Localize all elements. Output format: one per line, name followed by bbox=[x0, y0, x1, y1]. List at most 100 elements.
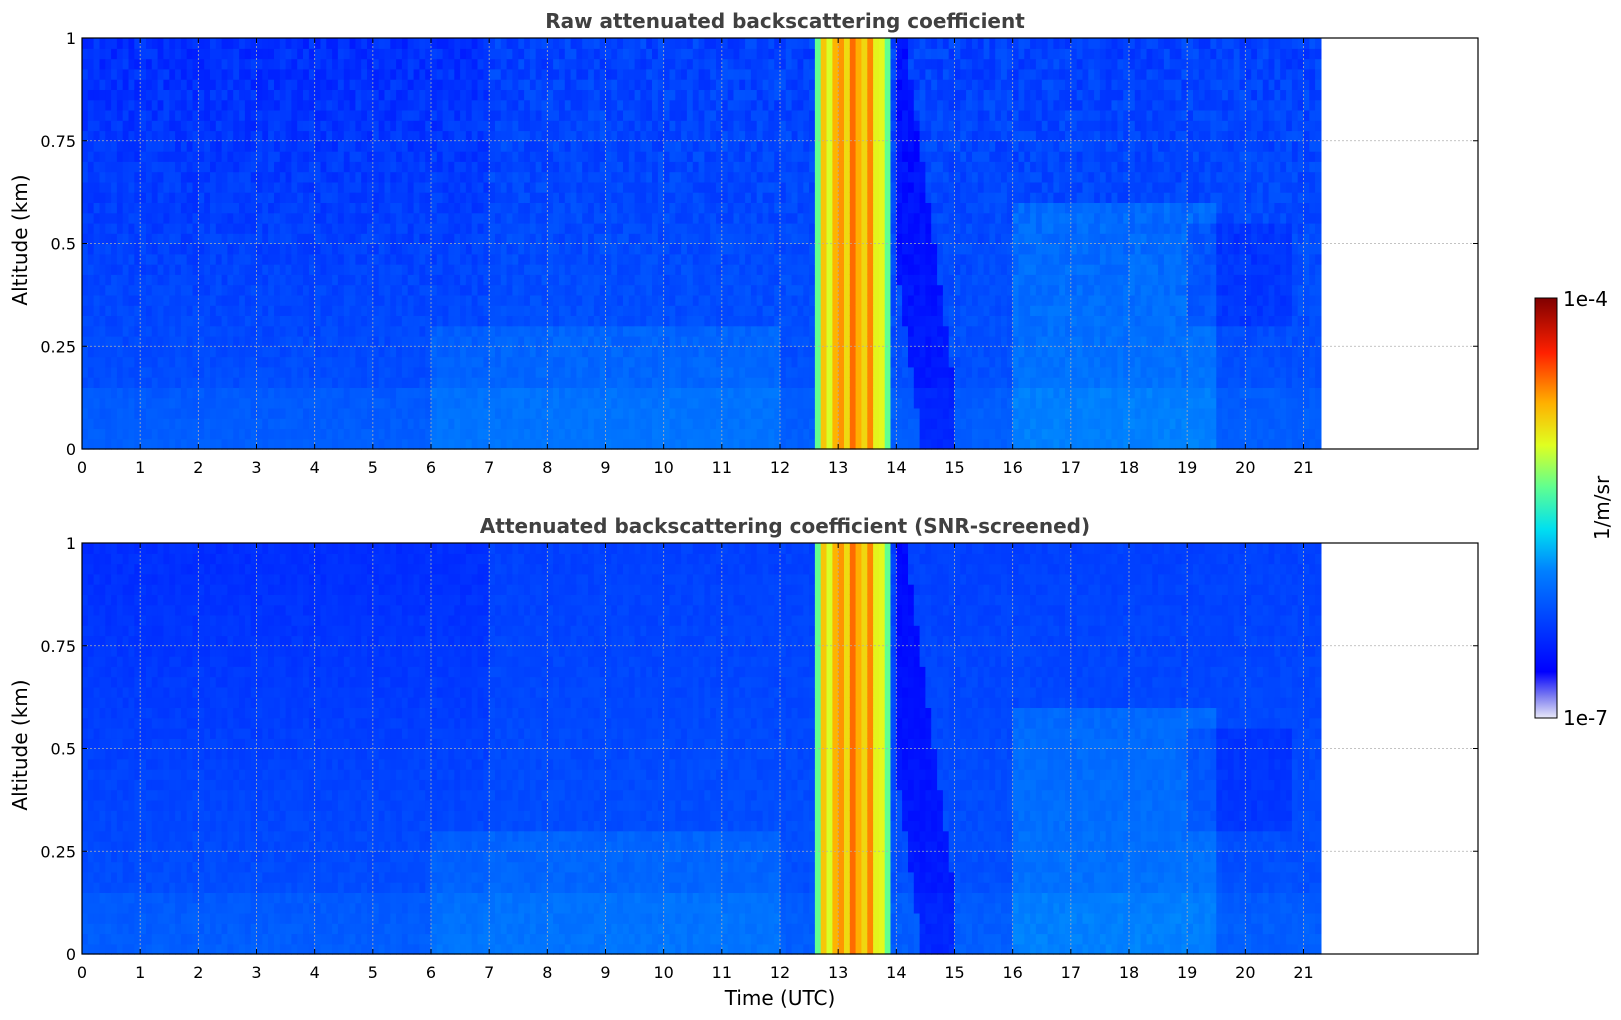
heatmap-cell bbox=[274, 243, 281, 255]
heatmap-cell bbox=[727, 356, 735, 368]
heatmap-cell bbox=[646, 38, 653, 49]
heatmap-cell bbox=[279, 243, 287, 255]
heatmap-cell bbox=[727, 274, 735, 286]
heatmap-cell bbox=[431, 428, 438, 440]
heatmap-cell bbox=[791, 428, 798, 440]
heatmap-cell bbox=[471, 264, 479, 275]
heatmap-cell bbox=[186, 161, 194, 173]
heatmap-cell bbox=[791, 356, 798, 368]
heatmap-cell bbox=[320, 202, 327, 214]
heatmap-cell bbox=[297, 294, 304, 306]
heatmap-cell bbox=[617, 222, 624, 234]
heatmap-cell bbox=[727, 264, 735, 275]
heatmap-cell bbox=[588, 305, 595, 316]
heatmap-cell bbox=[698, 233, 705, 245]
heatmap-cell bbox=[611, 346, 618, 358]
heatmap-cell bbox=[617, 89, 624, 101]
heatmap-cell bbox=[704, 151, 711, 162]
heatmap-cell bbox=[465, 428, 473, 440]
heatmap-cell bbox=[477, 192, 484, 203]
heatmap-cell bbox=[745, 305, 752, 316]
heatmap-cell bbox=[559, 366, 566, 378]
heatmap-cell bbox=[215, 264, 223, 275]
heatmap-cell bbox=[297, 233, 304, 245]
heatmap-cell bbox=[419, 294, 426, 306]
heatmap-cell bbox=[221, 120, 228, 132]
heatmap-cell bbox=[745, 130, 752, 142]
heatmap-cell bbox=[361, 68, 368, 80]
heatmap-cell bbox=[710, 68, 717, 80]
heatmap-cell bbox=[750, 336, 758, 347]
heatmap-cell bbox=[529, 387, 537, 399]
heatmap-cell bbox=[675, 79, 682, 90]
heatmap-cell bbox=[297, 243, 304, 255]
heatmap-cell bbox=[710, 336, 717, 347]
heatmap-cell bbox=[413, 68, 420, 80]
heatmap-cell bbox=[663, 48, 671, 60]
heatmap-cell bbox=[605, 294, 612, 306]
heatmap-cell bbox=[192, 120, 199, 132]
heatmap-cell bbox=[337, 171, 345, 183]
heatmap-cell bbox=[105, 438, 112, 450]
heatmap-cell bbox=[500, 89, 508, 101]
heatmap-cell bbox=[233, 161, 240, 173]
heatmap-cell bbox=[436, 428, 444, 440]
heatmap-cell bbox=[716, 79, 723, 90]
heatmap-cell bbox=[564, 233, 572, 245]
heatmap-cell bbox=[535, 181, 543, 193]
heatmap-cell bbox=[564, 264, 572, 275]
heatmap-cell bbox=[803, 171, 810, 183]
heatmap-cell bbox=[623, 58, 630, 70]
heatmap-cell bbox=[367, 161, 374, 173]
heatmap-cell bbox=[570, 284, 577, 296]
heatmap-cell bbox=[87, 366, 95, 378]
heatmap-cell bbox=[285, 58, 292, 70]
heatmap-cell bbox=[355, 171, 362, 183]
heatmap-cell bbox=[436, 438, 444, 450]
heatmap-cell bbox=[274, 79, 281, 90]
heatmap-cell bbox=[186, 243, 194, 255]
heatmap-cell bbox=[465, 243, 473, 255]
heatmap-cell bbox=[745, 336, 752, 347]
heatmap-cell bbox=[436, 161, 444, 173]
heatmap-cell bbox=[681, 305, 688, 316]
heatmap-cell bbox=[698, 366, 705, 378]
heatmap-cell bbox=[471, 171, 479, 183]
heatmap-cell bbox=[320, 397, 327, 409]
heatmap-cell bbox=[372, 181, 380, 193]
heatmap-cell bbox=[675, 356, 682, 368]
heatmap-cell bbox=[657, 161, 665, 173]
heatmap-cell bbox=[99, 356, 106, 368]
heatmap-cell bbox=[233, 438, 240, 450]
heatmap-cell bbox=[407, 89, 415, 101]
heatmap-cell bbox=[756, 140, 764, 152]
heatmap-cell bbox=[285, 109, 292, 121]
heatmap-cell bbox=[436, 325, 444, 337]
heatmap-cell bbox=[663, 294, 671, 306]
heatmap-cell bbox=[355, 336, 362, 347]
heatmap-cell bbox=[111, 38, 118, 49]
heatmap-cell bbox=[250, 315, 258, 327]
heatmap-cell bbox=[262, 48, 269, 60]
heatmap-cell bbox=[105, 377, 112, 388]
heatmap-cell bbox=[652, 407, 659, 419]
heatmap-cell bbox=[710, 120, 717, 132]
heatmap-cell bbox=[250, 336, 258, 347]
heatmap-cell bbox=[419, 428, 426, 440]
heatmap-cell bbox=[570, 387, 577, 399]
heatmap-cell bbox=[623, 48, 630, 60]
heatmap-cell bbox=[774, 387, 781, 399]
heatmap-cell bbox=[279, 397, 287, 409]
heatmap-cell bbox=[570, 140, 577, 152]
heatmap-cell bbox=[262, 68, 269, 80]
heatmap-cell bbox=[436, 181, 444, 193]
heatmap-cell bbox=[250, 264, 258, 275]
heatmap-cell bbox=[221, 171, 228, 183]
heatmap-cell bbox=[704, 233, 711, 245]
heatmap-cell bbox=[698, 38, 705, 49]
heatmap-cell bbox=[710, 233, 717, 245]
heatmap-cell bbox=[163, 294, 170, 306]
heatmap-cell bbox=[198, 407, 205, 419]
heatmap-cell bbox=[361, 418, 368, 430]
heatmap-cell bbox=[303, 38, 310, 49]
